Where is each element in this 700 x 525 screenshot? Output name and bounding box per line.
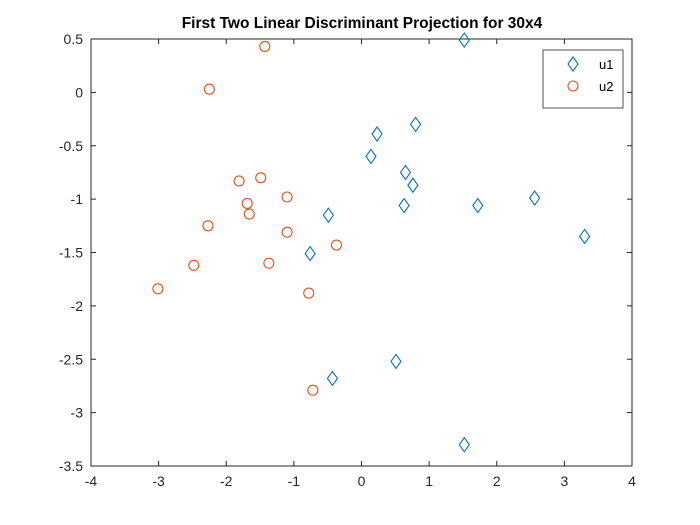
x-tick-label: -2 <box>220 473 233 489</box>
u1-point <box>322 207 335 224</box>
u1-point <box>409 116 422 133</box>
x-tick-label: -1 <box>288 473 301 489</box>
y-tick-label: -1 <box>71 191 84 207</box>
u1-point <box>458 436 470 453</box>
y-tick-label: -2 <box>71 298 84 314</box>
u1-point <box>399 164 412 181</box>
y-tick-label: -3 <box>71 405 84 421</box>
u1-point <box>326 370 339 387</box>
u2-point <box>202 220 214 232</box>
y-tick-label: 0 <box>75 84 83 100</box>
u2-point <box>281 191 293 203</box>
y-tick-label: -0.5 <box>59 138 83 154</box>
u2-point <box>259 40 271 53</box>
x-tick-label: 1 <box>425 473 433 489</box>
u2-point <box>233 175 245 187</box>
u1-point <box>371 126 383 142</box>
y-tick-label: -1.5 <box>59 245 83 261</box>
x-tick-label: 4 <box>628 473 636 489</box>
x-tick-label: -4 <box>85 473 98 489</box>
legend-box <box>542 49 624 109</box>
u2-point <box>303 287 315 299</box>
x-tick-label: 0 <box>358 473 366 489</box>
legend-label: u1 <box>599 57 613 72</box>
u2-point <box>281 226 293 238</box>
y-tick-label: -3.5 <box>59 458 83 474</box>
u2-point <box>263 257 275 269</box>
legend-u2-marker <box>567 80 579 92</box>
u1-point <box>472 197 484 214</box>
u2-point <box>152 283 164 295</box>
u1-point <box>304 245 316 262</box>
axes: -4 -3 -2 -1 0 1 2 3 4 -3.5 -3 -2.5 -2 -1.5 -1 -0.5 0 0.5 <box>59 31 636 489</box>
u2-point <box>203 83 215 95</box>
x-tick-label: 2 <box>493 473 501 489</box>
y-tick-label: 0.5 <box>64 31 84 47</box>
u1-point <box>365 148 377 165</box>
u2-point <box>255 172 267 184</box>
u1-point <box>528 190 541 207</box>
data-marks <box>152 32 591 453</box>
u2-point <box>241 197 253 209</box>
u2-point <box>188 259 200 271</box>
x-tick-label: 3 <box>560 473 568 489</box>
chart-title: First Two Linear Discriminant Projection… <box>182 15 543 32</box>
plot-area <box>90 38 633 467</box>
legend-u1-marker <box>567 56 579 72</box>
u2-point <box>330 239 343 251</box>
x-tick-label: -3 <box>152 473 165 489</box>
legend-label: u2 <box>599 79 613 94</box>
u1-point <box>458 32 470 49</box>
u1-point <box>390 353 402 370</box>
u1-point <box>398 197 410 214</box>
u2-point <box>243 208 255 220</box>
u1-point <box>578 228 591 245</box>
u1-point <box>407 177 419 194</box>
y-tick-label: -2.5 <box>59 351 83 367</box>
u2-point <box>307 384 319 396</box>
